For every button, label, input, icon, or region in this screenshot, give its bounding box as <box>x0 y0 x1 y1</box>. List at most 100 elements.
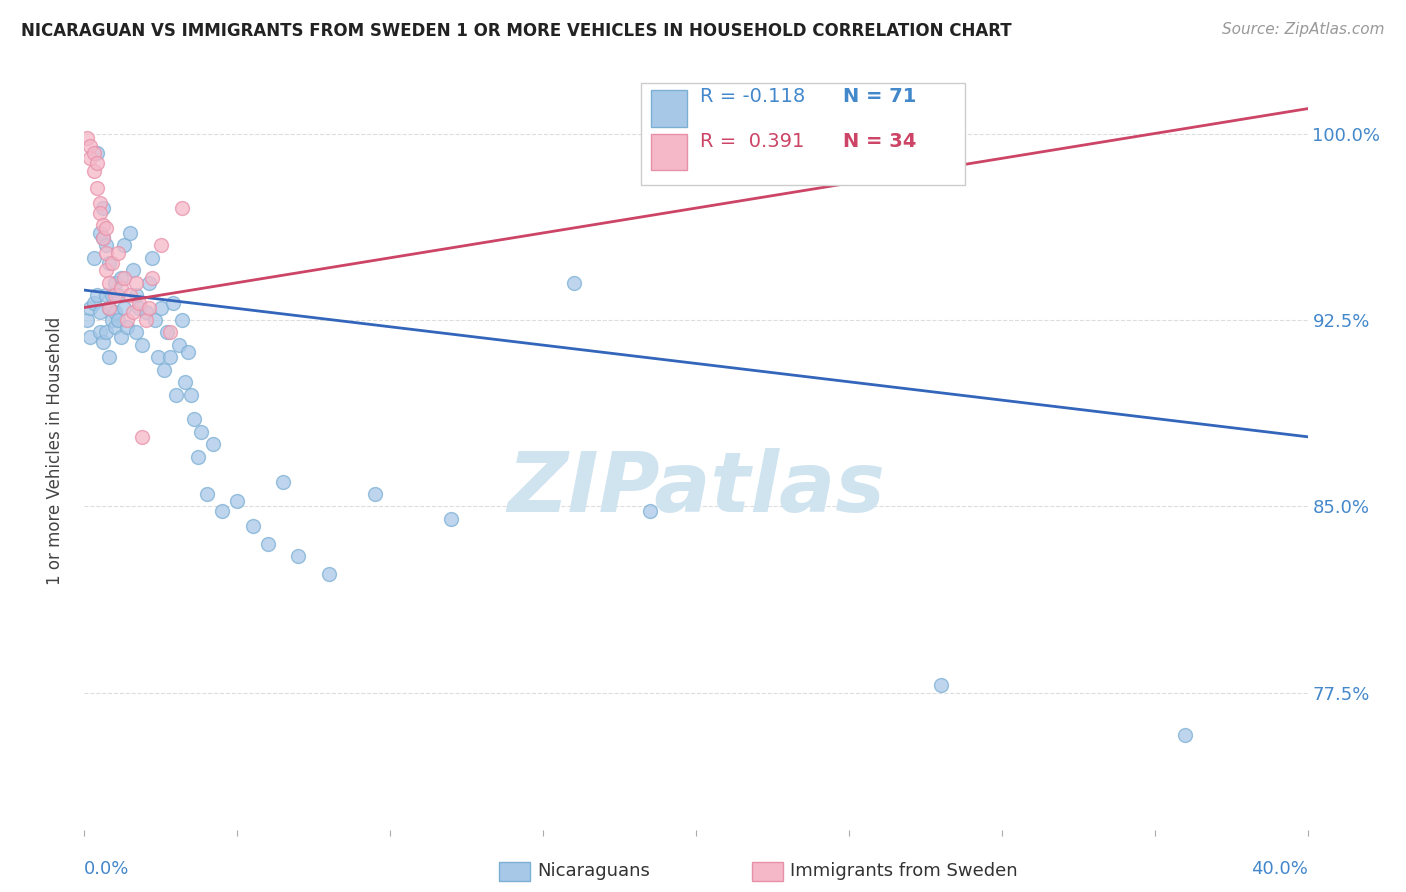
Point <box>271 475 294 489</box>
Point <box>89 305 111 319</box>
Point <box>747 131 769 145</box>
Point <box>83 146 105 161</box>
Point <box>89 326 111 340</box>
Point <box>138 276 160 290</box>
Point <box>97 276 120 290</box>
Point <box>86 181 108 195</box>
Point <box>91 231 114 245</box>
Point <box>146 350 169 364</box>
Text: 40.0%: 40.0% <box>1251 860 1308 878</box>
Point <box>104 305 127 319</box>
Point <box>115 320 138 334</box>
Point <box>104 276 127 290</box>
Point <box>190 425 212 439</box>
Point <box>104 288 127 302</box>
Point <box>83 251 105 265</box>
Point <box>135 305 157 319</box>
Point <box>76 131 98 145</box>
Point <box>131 338 153 352</box>
Point <box>364 487 387 501</box>
Point <box>79 330 101 344</box>
Point <box>180 387 202 401</box>
Point <box>83 163 105 178</box>
Text: R = -0.118: R = -0.118 <box>700 87 804 106</box>
Point <box>318 566 340 581</box>
Point <box>929 678 952 692</box>
Point <box>89 226 111 240</box>
Point <box>97 256 120 270</box>
Point <box>122 305 145 319</box>
Point <box>183 412 205 426</box>
FancyBboxPatch shape <box>651 134 688 170</box>
Point <box>101 313 124 327</box>
Point <box>97 301 120 315</box>
Text: Immigrants from Sweden: Immigrants from Sweden <box>790 863 1018 880</box>
Y-axis label: 1 or more Vehicles in Household: 1 or more Vehicles in Household <box>45 317 63 584</box>
Point <box>195 487 218 501</box>
Point <box>165 387 187 401</box>
Point <box>110 270 132 285</box>
Point <box>287 549 309 563</box>
Point <box>110 280 132 294</box>
Point <box>94 263 117 277</box>
Point <box>112 238 135 252</box>
Point <box>159 326 181 340</box>
Point <box>177 345 200 359</box>
Text: R =  0.391: R = 0.391 <box>700 132 804 152</box>
Point <box>125 276 148 290</box>
Point <box>79 152 101 166</box>
Point <box>638 504 661 518</box>
Point <box>107 245 129 260</box>
Point <box>89 196 111 211</box>
Point <box>174 375 197 389</box>
Point <box>242 519 264 533</box>
Point <box>131 430 153 444</box>
Point <box>257 537 280 551</box>
Point <box>562 276 585 290</box>
Point <box>211 504 233 518</box>
Point <box>143 313 166 327</box>
Point <box>138 301 160 315</box>
Point <box>141 251 163 265</box>
Point <box>125 326 148 340</box>
Point <box>172 201 194 215</box>
Text: 0.0%: 0.0% <box>84 860 129 878</box>
Text: N = 34: N = 34 <box>842 132 917 152</box>
Point <box>125 288 148 302</box>
Point <box>94 326 117 340</box>
Point <box>86 146 108 161</box>
Point <box>107 313 129 327</box>
Point <box>120 226 142 240</box>
Point <box>107 288 129 302</box>
Point <box>159 350 181 364</box>
Point <box>112 301 135 315</box>
Text: Source: ZipAtlas.com: Source: ZipAtlas.com <box>1222 22 1385 37</box>
Point <box>172 313 194 327</box>
Text: Nicaraguans: Nicaraguans <box>537 863 650 880</box>
Point <box>91 231 114 245</box>
Point <box>226 494 249 508</box>
Point <box>201 437 224 451</box>
Point <box>128 295 150 310</box>
Point <box>122 263 145 277</box>
Point <box>91 219 114 233</box>
Point <box>153 362 176 376</box>
Text: NICARAGUAN VS IMMIGRANTS FROM SWEDEN 1 OR MORE VEHICLES IN HOUSEHOLD CORRELATION: NICARAGUAN VS IMMIGRANTS FROM SWEDEN 1 O… <box>21 22 1012 40</box>
FancyBboxPatch shape <box>651 90 688 127</box>
Point <box>94 288 117 302</box>
FancyBboxPatch shape <box>641 83 965 186</box>
Point <box>94 221 117 235</box>
Point <box>101 288 124 302</box>
Point <box>120 288 142 302</box>
Point <box>91 201 114 215</box>
Point <box>79 301 101 315</box>
Point <box>91 335 114 350</box>
Point <box>112 270 135 285</box>
Point <box>94 238 117 252</box>
Point <box>79 139 101 153</box>
Point <box>141 270 163 285</box>
Point <box>167 338 190 352</box>
Point <box>110 330 132 344</box>
Point <box>1174 728 1197 742</box>
Point <box>86 288 108 302</box>
